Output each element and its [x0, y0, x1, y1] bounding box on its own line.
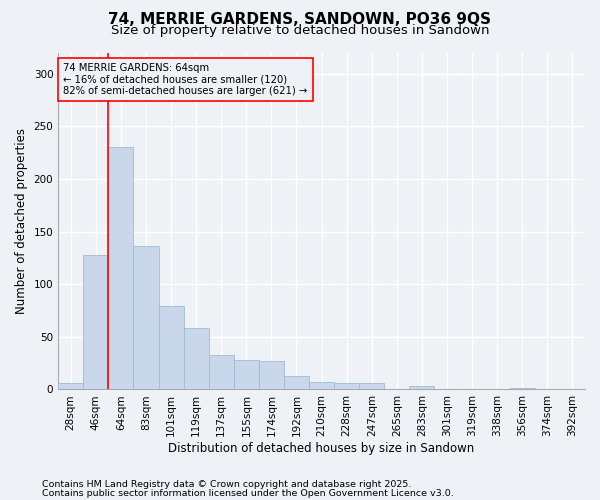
Bar — [284, 376, 309, 390]
Y-axis label: Number of detached properties: Number of detached properties — [15, 128, 28, 314]
Bar — [83, 254, 109, 390]
Text: Contains HM Land Registry data © Crown copyright and database right 2025.: Contains HM Land Registry data © Crown c… — [42, 480, 412, 489]
Text: Size of property relative to detached houses in Sandown: Size of property relative to detached ho… — [111, 24, 489, 37]
Bar — [58, 383, 83, 390]
X-axis label: Distribution of detached houses by size in Sandown: Distribution of detached houses by size … — [169, 442, 475, 455]
Bar — [209, 354, 234, 390]
Text: Contains public sector information licensed under the Open Government Licence v3: Contains public sector information licen… — [42, 488, 454, 498]
Bar — [309, 382, 334, 390]
Bar — [234, 360, 259, 390]
Bar — [359, 383, 385, 390]
Text: 74 MERRIE GARDENS: 64sqm
← 16% of detached houses are smaller (120)
82% of semi-: 74 MERRIE GARDENS: 64sqm ← 16% of detach… — [64, 62, 308, 96]
Bar — [259, 361, 284, 390]
Text: 74, MERRIE GARDENS, SANDOWN, PO36 9QS: 74, MERRIE GARDENS, SANDOWN, PO36 9QS — [109, 12, 491, 28]
Bar — [133, 246, 158, 390]
Bar — [158, 306, 184, 390]
Bar — [184, 328, 209, 390]
Bar — [409, 386, 434, 390]
Bar — [109, 148, 133, 390]
Bar — [334, 383, 359, 390]
Bar — [510, 388, 535, 390]
